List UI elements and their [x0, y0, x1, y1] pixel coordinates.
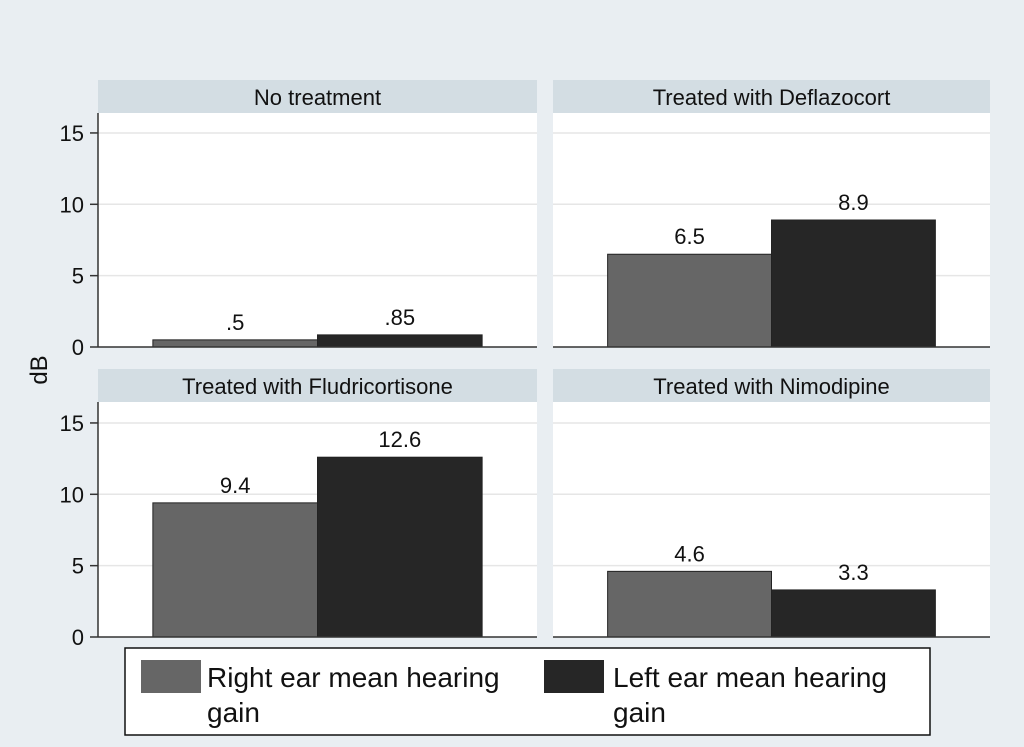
panel-header: [553, 369, 990, 402]
panel-1: Treated with Deflazocort 6.5 8.9: [553, 80, 990, 348]
legend-label-right-ear: Right ear mean hearing: [207, 662, 500, 693]
panel-header: [553, 80, 990, 113]
legend: Right ear mean hearing gain Left ear mea…: [124, 647, 931, 736]
panel-title: Treated with Deflazocort: [653, 85, 891, 110]
y-tick-label: 5: [72, 264, 84, 289]
panel-title: No treatment: [254, 85, 381, 110]
panel-0: No treatment 0 5 10 15 .5 .85: [60, 80, 537, 360]
y-tick-label: 5: [72, 554, 84, 579]
legend-swatch-left-ear: [544, 660, 604, 693]
y-tick-label: 15: [60, 411, 84, 436]
data-label: .85: [385, 305, 416, 330]
bar-left-ear: [317, 334, 483, 348]
legend-label-right-ear-line2: gain: [207, 697, 260, 728]
data-label: 4.6: [674, 541, 705, 566]
plot-area: [98, 113, 537, 347]
y-tick-label: 15: [60, 121, 84, 146]
legend-swatch-right-ear: [141, 660, 201, 693]
bar-right-ear: [607, 570, 772, 638]
panel-3: Treated with Nimodipine 4.6 3.3: [553, 369, 990, 638]
bar-left-ear: [771, 589, 936, 638]
data-label: 12.6: [378, 427, 421, 452]
y-tick-label: 0: [72, 625, 84, 650]
panel-2: Treated with Fludricortisone 0 5 10 15 9.4 12.…: [60, 369, 537, 650]
data-label: .5: [226, 310, 244, 335]
y-tick-label: 10: [60, 482, 84, 507]
data-label: 8.9: [838, 190, 869, 215]
panel-title: Treated with Nimodipine: [653, 374, 889, 399]
panel-header: [98, 369, 537, 402]
legend-label-left-ear-line2: gain: [613, 697, 666, 728]
bar-left-ear: [771, 219, 936, 348]
bar-right-ear: [607, 253, 772, 348]
bar-right-ear: [152, 502, 318, 638]
data-label: 6.5: [674, 224, 705, 249]
legend-box: [124, 647, 931, 736]
panels: No treatment 0 5 10 15 .5 .85 Treated with Defl…: [60, 80, 990, 650]
data-label: 3.3: [838, 560, 869, 585]
panel-title: Treated with Fludricortisone: [182, 374, 453, 399]
bar-right-ear: [152, 339, 318, 348]
y-axis-label: dB: [26, 355, 53, 384]
y-tick-label: 10: [60, 192, 84, 217]
bar-left-ear: [317, 456, 483, 638]
panel-header: [98, 80, 537, 113]
legend-label-left-ear: Left ear mean hearing: [613, 662, 887, 693]
data-label: 9.4: [220, 473, 251, 498]
y-tick-label: 0: [72, 335, 84, 360]
